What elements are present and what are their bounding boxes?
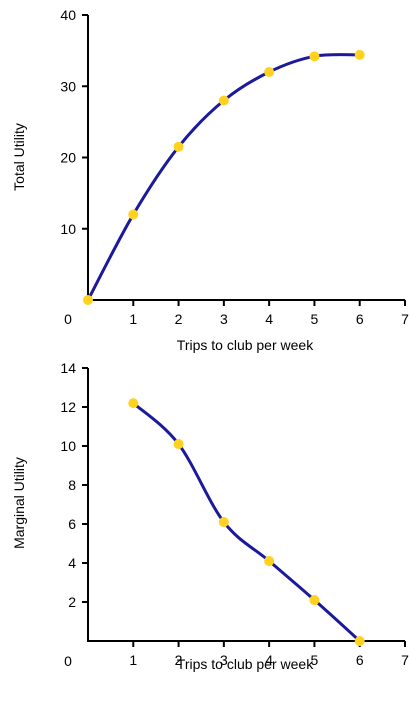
x-tick-label: 1	[129, 652, 137, 668]
data-point	[83, 295, 93, 305]
x-axis-title: Trips to club per week	[177, 656, 314, 672]
x-tick-label: 5	[311, 311, 319, 327]
series-line	[131, 401, 362, 643]
origin-label: 0	[64, 653, 72, 669]
x-tick-label: 5	[311, 652, 319, 668]
data-point	[354, 636, 365, 646]
y-ticks: 10 20 30 40	[60, 7, 88, 237]
y-tick-label: 12	[60, 399, 76, 415]
y-tick-label: 30	[60, 78, 76, 94]
x-tick-label: 2	[175, 311, 183, 327]
axes	[87, 368, 405, 642]
y-tick-label: 40	[60, 7, 76, 23]
y-tick-label: 8	[68, 477, 76, 493]
x-tick-label: 3	[220, 652, 228, 668]
data-point	[128, 209, 139, 220]
data-point	[128, 398, 139, 409]
series	[83, 49, 365, 305]
x-tick-label: 1	[129, 311, 137, 327]
y-tick-label: 6	[68, 516, 76, 532]
y-tick-label: 20	[60, 150, 76, 166]
data-point	[309, 595, 320, 606]
origin-label: 0	[64, 311, 72, 327]
marginal-utility-chart: Marginal Utility Trips to club per week …	[11, 360, 409, 672]
data-point	[309, 51, 320, 62]
x-axis-title: Trips to club per week	[177, 337, 314, 353]
data-point	[218, 95, 229, 106]
x-tick-label: 2	[175, 652, 183, 668]
y-ticks: 2 4 6 8 10 12 14	[60, 360, 88, 610]
y-tick-label: 14	[60, 360, 76, 376]
x-tick-label: 3	[220, 311, 228, 327]
data-point	[264, 67, 275, 77]
data-point	[173, 141, 184, 152]
data-point	[218, 517, 229, 528]
y-axis-title: Total Utility	[11, 123, 27, 191]
x-tick-label: 7	[401, 652, 409, 668]
data-point	[173, 439, 184, 450]
y-tick-label: 2	[68, 594, 76, 610]
y-tick-label: 10	[60, 438, 76, 454]
x-ticks: 1 2 3 4 5 6 7	[129, 641, 409, 668]
series-line	[86, 53, 362, 302]
data-point	[264, 556, 275, 567]
x-tick-label: 4	[265, 311, 273, 327]
y-tick-label: 4	[68, 555, 76, 571]
x-tick-label: 6	[356, 311, 364, 327]
x-tick-label: 7	[401, 311, 409, 327]
x-ticks: 1 2 3 4 5 6 7	[129, 300, 409, 327]
y-axis-title: Marginal Utility	[11, 457, 27, 549]
x-tick-label: 4	[265, 652, 273, 668]
y-tick-label: 10	[60, 221, 76, 237]
series	[128, 398, 365, 646]
data-point	[354, 49, 365, 60]
total-utility-chart: Total Utility Trips to club per week 0 1…	[11, 7, 409, 353]
x-tick-label: 6	[356, 652, 364, 668]
